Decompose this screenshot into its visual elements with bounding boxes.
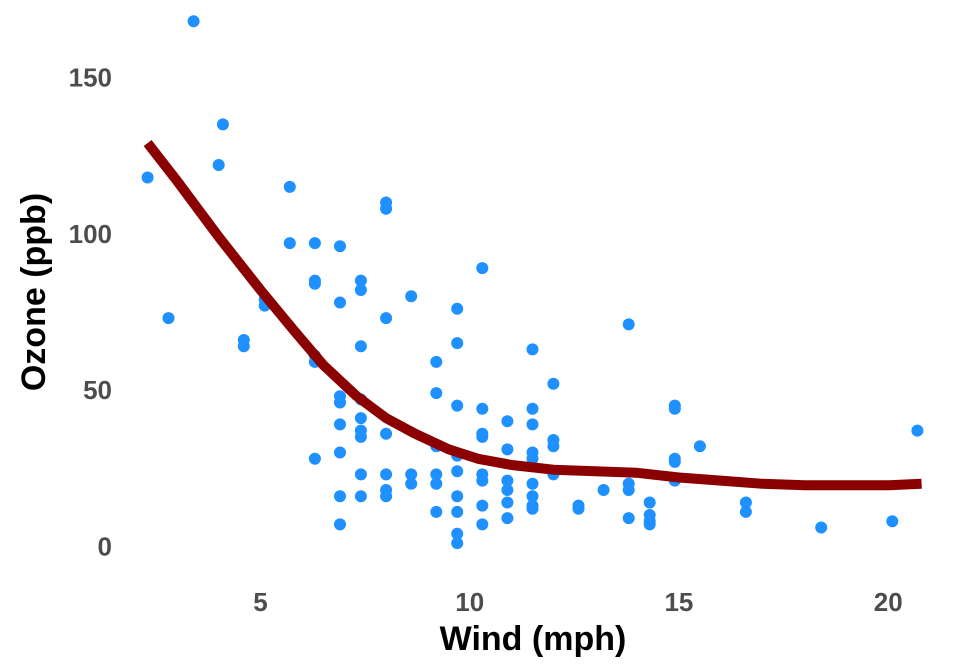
data-point [308,277,321,290]
data-point [162,312,175,325]
data-point [643,496,656,509]
x-axis-ticks: 5 10 15 20 [253,587,902,617]
data-point [476,262,489,275]
data-point [526,343,539,356]
data-point [526,402,539,415]
data-point [380,202,393,215]
data-point [430,477,443,490]
data-point [643,518,656,531]
data-point [430,468,443,481]
data-point [451,537,464,550]
data-point [334,418,346,431]
data-point [911,424,924,437]
data-point [526,418,539,431]
data-point [451,337,464,350]
smooth-line-layer [143,140,922,491]
data-point [308,452,321,465]
data-point [526,477,539,490]
data-point [354,284,367,296]
data-point [405,477,418,490]
data-point [380,490,393,503]
data-point [526,452,539,465]
data-point [334,446,346,459]
data-point [501,484,514,496]
data-point [237,340,250,353]
data-point [354,430,367,443]
data-point [476,474,489,487]
x-tick-label: 20 [874,587,903,617]
data-point [451,505,464,518]
data-point [354,468,367,481]
data-point [187,15,200,28]
data-point [430,505,443,518]
data-point [501,443,514,456]
y-tick-label: 50 [83,375,112,405]
data-point [526,490,539,503]
data-point [380,427,393,440]
data-point [501,415,514,428]
x-tick-label: 15 [664,587,693,617]
data-point [693,440,706,453]
data-point [216,118,229,131]
data-point [380,468,393,481]
data-point [283,237,296,250]
data-point [622,318,635,331]
y-tick-label: 0 [98,531,112,561]
data-point [405,290,418,303]
y-tick-label: 150 [69,63,112,93]
data-point [451,527,464,540]
data-point [501,474,514,487]
data-point [354,274,367,287]
data-point [430,355,443,368]
data-point [334,296,346,309]
data-point [354,340,367,353]
smooth-trend-line [143,140,922,491]
data-point [451,302,464,315]
data-point [380,312,393,325]
data-point [476,430,489,443]
data-point [451,465,464,478]
data-point [476,499,489,512]
data-point [334,490,346,503]
data-point [597,484,610,496]
data-point [501,496,514,509]
x-tick-label: 10 [455,587,484,617]
data-point [354,490,367,503]
y-axis-ticks: 0 50 100 150 [69,63,112,562]
data-point [212,159,225,171]
data-point [886,515,899,528]
data-point [547,377,560,390]
data-point [141,171,154,184]
data-point [501,512,514,525]
data-point [622,512,635,525]
data-point [451,399,464,412]
data-point [622,484,635,496]
data-point [334,518,346,531]
data-point [572,502,585,515]
data-point [430,387,443,400]
data-point [739,505,752,518]
y-tick-label: 100 [69,219,112,249]
data-point [739,496,752,509]
y-axis-title: Ozone (ppb) [15,193,53,391]
data-point [547,440,560,453]
data-point [668,455,681,468]
data-point [451,490,464,503]
data-point [405,468,418,481]
data-point [476,402,489,415]
x-axis-title: Wind (mph) [440,620,627,658]
data-point [476,518,489,531]
data-point [334,240,346,253]
data-point [815,521,828,534]
data-point [354,412,367,425]
data-point [526,502,539,515]
data-point [283,180,296,193]
data-point [334,396,346,409]
data-point [308,237,321,250]
data-point [668,402,681,415]
x-tick-label: 5 [253,587,267,617]
